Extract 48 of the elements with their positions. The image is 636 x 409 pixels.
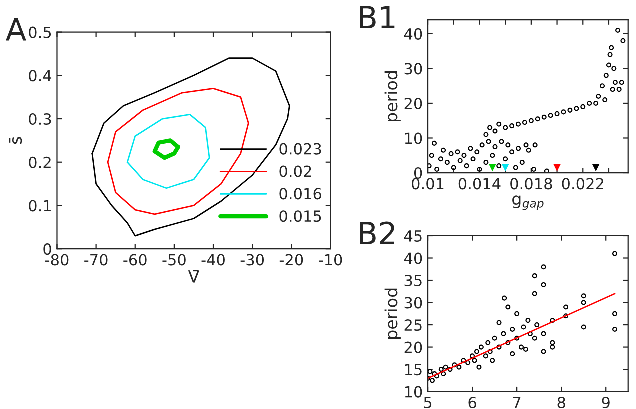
x-tick-label: 0.014 bbox=[458, 178, 501, 190]
x-tick-label: -80 bbox=[46, 254, 69, 266]
x-tick-label: 8 bbox=[558, 396, 566, 409]
x-axis-title: V̄ bbox=[188, 270, 200, 283]
y-tick-label: 20 bbox=[404, 98, 422, 110]
y-tick-label: 20 bbox=[404, 342, 422, 354]
y-tick-label: 0.1 bbox=[29, 200, 51, 212]
x-tick-label: 9 bbox=[602, 396, 610, 409]
legend-label: 0.02 bbox=[280, 166, 312, 178]
x-tick-label: -20 bbox=[280, 254, 304, 266]
y-tick-label: 0.4 bbox=[29, 70, 52, 82]
legend-label: 0.015 bbox=[280, 210, 322, 222]
y-tick-label: 40 bbox=[404, 28, 422, 40]
y-axis-title: period bbox=[384, 288, 401, 339]
x-tick-label: 0.01 bbox=[412, 178, 444, 190]
y-tick-label: 0.2 bbox=[29, 156, 51, 168]
x-tick-label: -70 bbox=[84, 254, 108, 266]
x-tick-label: 0.018 bbox=[510, 178, 552, 190]
y-tick-label: 0.5 bbox=[29, 26, 52, 38]
y-tick-label: 35 bbox=[404, 274, 422, 287]
x-tick-label: 7 bbox=[513, 397, 521, 408]
y-tick-label: 25 bbox=[404, 320, 422, 332]
y-tick-label: 15 bbox=[405, 364, 422, 376]
chart-title: A bbox=[6, 18, 26, 41]
y-tick-label: 10 bbox=[405, 386, 422, 398]
x-tick-label: 0.022 bbox=[562, 178, 604, 190]
x-tick-label: -40 bbox=[202, 254, 225, 266]
chart-title: B1 bbox=[360, 6, 395, 28]
x-tick-label: -60 bbox=[124, 254, 147, 266]
y-axis-title: s̄ bbox=[9, 137, 22, 144]
x-tick-label: -10 bbox=[318, 254, 342, 266]
y-tick-label: 10 bbox=[405, 132, 422, 144]
x-tick-label: -30 bbox=[240, 254, 264, 266]
y-tick-label: 0 bbox=[414, 167, 422, 180]
y-tick-label: 40 bbox=[404, 252, 422, 264]
legend-label: 0.023 bbox=[280, 143, 322, 155]
y-tick-label: 45 bbox=[404, 230, 422, 242]
legend-label: 0.016 bbox=[280, 188, 322, 200]
y-tick-label: 30 bbox=[404, 63, 422, 75]
x-tick-label: 6 bbox=[468, 396, 476, 409]
y-axis-title: period bbox=[384, 71, 401, 122]
x-tick-label: -50 bbox=[162, 254, 186, 266]
y-tick-label: 0.3 bbox=[29, 113, 52, 126]
chart-title: B2 bbox=[360, 222, 394, 244]
y-tick-label: 30 bbox=[404, 297, 422, 309]
x-axis-title: g$_{gap}$ bbox=[512, 196, 544, 210]
x-tick-label: 5 bbox=[424, 397, 432, 409]
y-tick-label: 0 bbox=[44, 244, 52, 256]
